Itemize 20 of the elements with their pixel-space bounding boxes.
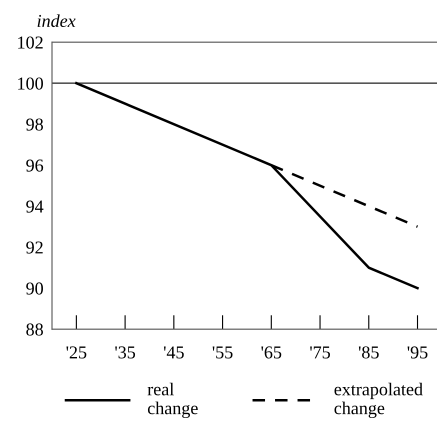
x-tick-label: '95 bbox=[408, 346, 428, 359]
x-tick-label: '65 bbox=[261, 346, 282, 359]
y-tick-label: 94 bbox=[26, 200, 44, 213]
legend-label: real change bbox=[148, 382, 198, 418]
x-tick-label: '45 bbox=[164, 346, 184, 359]
y-tick-label: 100 bbox=[18, 77, 43, 90]
y-tick-label: 102 bbox=[18, 36, 43, 49]
x-tick-label: '25 bbox=[66, 346, 86, 359]
y-tick-label: 88 bbox=[26, 323, 43, 336]
legend-label: extrapolated change bbox=[334, 382, 423, 418]
y-tick-label: 98 bbox=[26, 118, 43, 131]
y-tick-label: 92 bbox=[26, 241, 43, 254]
y-tick-label: 90 bbox=[26, 282, 43, 295]
line-series bbox=[75, 82, 419, 290]
x-tick-label: '55 bbox=[212, 346, 233, 359]
y-axis-title: index bbox=[38, 14, 76, 28]
x-tick-label: '75 bbox=[310, 346, 330, 359]
y-tick-label: 96 bbox=[26, 159, 44, 172]
x-tick-label: '85 bbox=[358, 346, 379, 359]
x-tick-label: '35 bbox=[115, 346, 136, 359]
